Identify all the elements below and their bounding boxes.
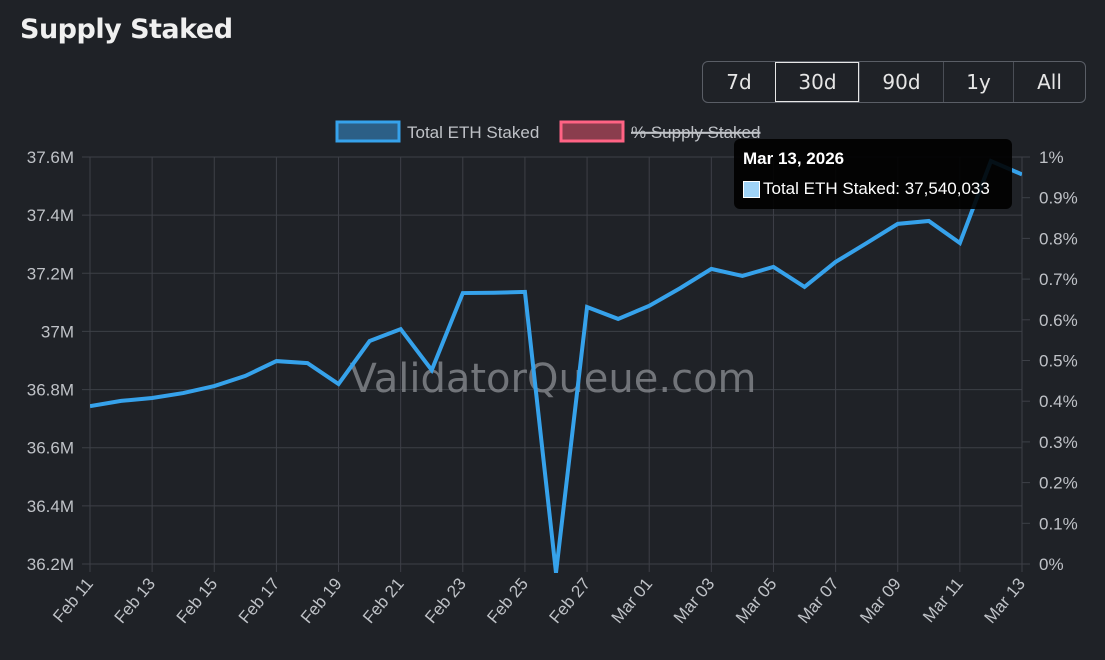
range-button-30d[interactable]: 30d	[775, 62, 859, 102]
y-left-tick-label: 36.2M	[27, 555, 74, 574]
x-tick-label: Feb 19	[297, 574, 346, 627]
x-tick-label: Feb 27	[546, 574, 595, 627]
data-point[interactable]	[242, 373, 248, 379]
y-right-tick-label: 0.9%	[1039, 189, 1078, 208]
y-right-tick-label: 0.3%	[1039, 433, 1078, 452]
data-point[interactable]	[895, 221, 901, 227]
x-tick-label: Feb 17	[235, 574, 284, 627]
x-tick-label: Mar 09	[856, 574, 905, 627]
data-point[interactable]	[211, 383, 217, 389]
x-tick-label: Feb 13	[111, 574, 160, 627]
y-right-tick-label: 0.1%	[1039, 514, 1078, 533]
data-point[interactable]	[770, 264, 776, 270]
page-title: Supply Staked	[20, 14, 233, 45]
data-point[interactable]	[802, 284, 808, 290]
data-point[interactable]	[273, 358, 279, 364]
x-tick-label: Feb 11	[49, 574, 97, 626]
data-point[interactable]	[118, 398, 124, 404]
y-left-tick-label: 36.4M	[27, 497, 74, 516]
range-button-all[interactable]: All	[1013, 62, 1085, 102]
x-tick-label: Mar 03	[670, 574, 719, 627]
range-button-90d[interactable]: 90d	[859, 62, 943, 102]
x-tick-label: Mar 05	[732, 574, 781, 627]
data-point[interactable]	[1019, 171, 1025, 177]
data-point[interactable]	[708, 266, 714, 272]
legend-label: Total ETH Staked	[407, 123, 539, 142]
data-point[interactable]	[367, 338, 373, 344]
data-point[interactable]	[336, 381, 342, 387]
data-point[interactable]	[429, 367, 435, 373]
x-tick-label: Feb 21	[359, 574, 408, 627]
x-tick-label: Mar 11	[919, 574, 967, 626]
data-point[interactable]	[491, 290, 497, 296]
tooltip-swatch	[743, 180, 760, 198]
legend-item-total-eth-staked[interactable]: Total ETH Staked	[335, 120, 539, 143]
data-point[interactable]	[957, 240, 963, 246]
x-tick-label: Feb 23	[421, 574, 470, 627]
legend-swatch	[559, 120, 625, 143]
y-left-tick-label: 36.8M	[27, 381, 74, 400]
data-point[interactable]	[864, 240, 870, 246]
chart-tooltip: Mar 13, 2026 Total ETH Staked: 37,540,03…	[734, 139, 1012, 209]
y-right-tick-label: 0.8%	[1039, 229, 1078, 248]
data-point[interactable]	[926, 218, 932, 224]
data-point[interactable]	[677, 285, 683, 291]
data-point[interactable]	[304, 360, 310, 366]
y-right-tick-label: 0%	[1039, 555, 1064, 574]
x-tick-label: Mar 13	[980, 574, 1029, 627]
data-point[interactable]	[149, 395, 155, 401]
data-point[interactable]	[398, 326, 404, 332]
data-point[interactable]	[615, 316, 621, 322]
data-point[interactable]	[87, 403, 93, 409]
y-right-tick-label: 0.2%	[1039, 474, 1078, 493]
y-right-tick-label: 0.4%	[1039, 392, 1078, 411]
data-point[interactable]	[180, 390, 186, 396]
y-left-tick-label: 37.6M	[27, 148, 74, 167]
range-button-7d[interactable]: 7d	[703, 62, 775, 102]
tooltip-row: Total ETH Staked: 37,540,033	[743, 179, 990, 199]
range-selector: 7d 30d 90d 1y All	[702, 61, 1086, 103]
data-point[interactable]	[584, 304, 590, 310]
data-point[interactable]	[553, 570, 559, 576]
series-line-total-eth-staked	[90, 158, 1022, 573]
y-right-tick-label: 1%	[1039, 148, 1064, 167]
y-right-tick-label: 0.7%	[1039, 270, 1078, 289]
x-tick-label: Mar 01	[608, 574, 657, 627]
range-button-1y[interactable]: 1y	[943, 62, 1013, 102]
tooltip-date: Mar 13, 2026	[743, 149, 845, 168]
data-point[interactable]	[522, 289, 528, 295]
data-point[interactable]	[739, 273, 745, 279]
watermark: ValidatorQueue.com	[349, 356, 756, 402]
legend-swatch	[335, 120, 401, 143]
y-left-tick-label: 37.4M	[27, 206, 74, 225]
data-point[interactable]	[460, 290, 466, 296]
y-left-tick-label: 37.2M	[27, 264, 74, 283]
tooltip-value: Total ETH Staked: 37,540,033	[763, 179, 990, 198]
x-tick-label: Feb 15	[173, 574, 222, 627]
data-point[interactable]	[646, 303, 652, 309]
y-right-tick-label: 0.5%	[1039, 352, 1078, 371]
data-point[interactable]	[833, 259, 839, 265]
y-left-tick-label: 36.6M	[27, 439, 74, 458]
y-left-tick-label: 37M	[41, 322, 74, 341]
x-tick-label: Mar 07	[794, 574, 843, 627]
x-tick-label: Feb 25	[483, 574, 532, 627]
y-right-tick-label: 0.6%	[1039, 311, 1078, 330]
